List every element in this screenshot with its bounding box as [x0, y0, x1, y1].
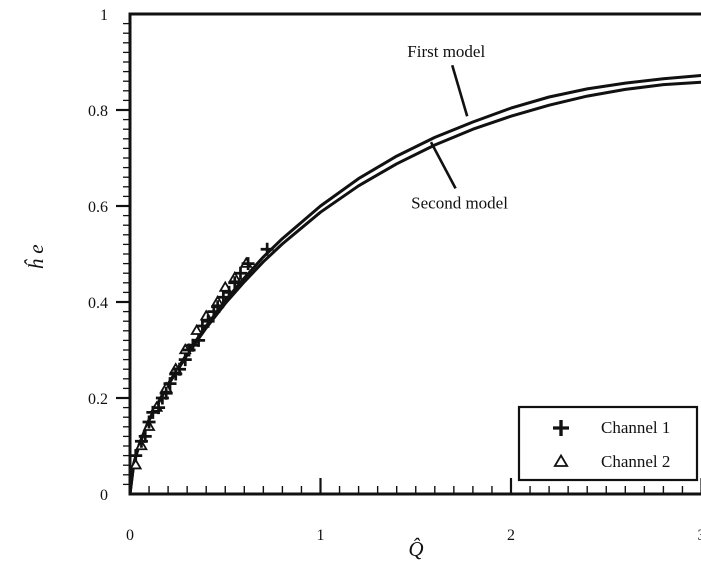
channel-1-marker: [134, 434, 148, 448]
data-points: [129, 242, 274, 470]
channel-1-marker: [182, 343, 196, 357]
x-axis-label: Q̂: [408, 537, 423, 561]
x-tick-label: 3: [698, 527, 701, 544]
x-tick-label: 1: [317, 527, 325, 544]
channel-1-marker: [159, 386, 173, 400]
channel-1-marker: [241, 257, 255, 271]
second-model-leader-line: [429, 141, 457, 190]
second-model-label: Second model: [411, 193, 508, 212]
legend-box: [517, 405, 699, 482]
channel-1-marker: [169, 367, 183, 381]
plot-frame: [128, 12, 701, 496]
channel-1-marker: [201, 314, 215, 328]
y-tick-label: 0: [100, 487, 108, 504]
y-tick-label: 0.6: [88, 199, 108, 216]
channel-1-marker: [207, 305, 221, 319]
channel-1-marker: [146, 405, 160, 419]
channel-1-marker: [186, 338, 200, 352]
y-tick-label: 0.4: [88, 295, 108, 312]
channel-1-marker: [152, 401, 166, 415]
y-axis-label: ĥ e: [24, 244, 48, 269]
channel-1-marker: [228, 276, 242, 290]
y-tick-label: 1: [100, 7, 108, 24]
y-axis-ticks: 0 0.2 0.4 0.6 0.8 1: [88, 7, 130, 504]
channel-2-marker: [190, 323, 204, 335]
channel-1-marker: [233, 266, 247, 280]
channel-1-marker: [163, 377, 177, 391]
channel-1-marker: [216, 290, 230, 304]
channel-1-marker: [222, 285, 236, 299]
x-axis-ticks: 0 1 2 3: [126, 478, 701, 544]
channel-1-marker: [192, 333, 206, 347]
channel-1-marker: [129, 449, 143, 463]
legend-channel-2-label: Channel 2: [601, 452, 670, 471]
channel-1-marker: [211, 300, 225, 314]
annotations: First model Second model: [407, 42, 508, 212]
first-model-label: First model: [407, 42, 485, 61]
legend-channel-1-marker: [553, 420, 569, 436]
channel-1-marker: [195, 319, 209, 333]
channel-1-marker: [155, 391, 169, 405]
channel-1-marker: [173, 362, 187, 376]
legend-channel-1-label: Channel 1: [601, 418, 670, 437]
legend-channel-2-marker: [553, 453, 569, 467]
channel-1-marker: [142, 415, 156, 429]
x-tick-label: 0: [126, 527, 134, 544]
channel-1-marker: [260, 242, 274, 256]
y-tick-label: 0.2: [88, 391, 108, 408]
y-tick-label: 0.8: [88, 103, 108, 120]
channel-2-marker: [129, 458, 143, 470]
channel-1-marker: [178, 353, 192, 367]
first-model-leader-line: [450, 64, 469, 117]
channel-1-marker: [138, 429, 152, 443]
legend: Channel 1 Channel 2: [517, 405, 699, 482]
x-tick-label: 2: [507, 527, 515, 544]
